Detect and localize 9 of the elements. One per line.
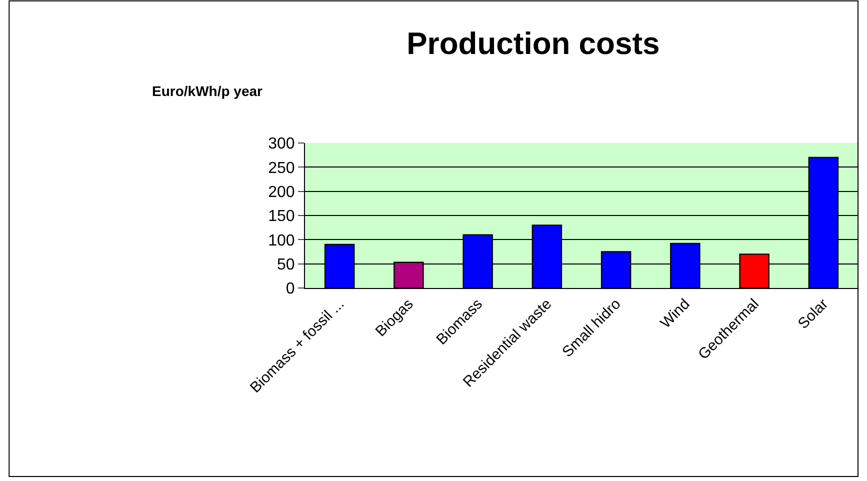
y-tick-label: 250: [268, 160, 295, 177]
y-tick-label: 50: [277, 256, 295, 274]
y-axis-title: Euro/kWh/p year: [152, 83, 264, 99]
y-tick-label: 300: [268, 136, 295, 153]
y-tick-label: 200: [268, 184, 295, 201]
y-tick-label: 150: [268, 208, 295, 226]
chart-title: Production costs: [406, 26, 660, 62]
y-tick-label: 0: [286, 280, 295, 298]
y-tick-label: 100: [268, 232, 295, 250]
